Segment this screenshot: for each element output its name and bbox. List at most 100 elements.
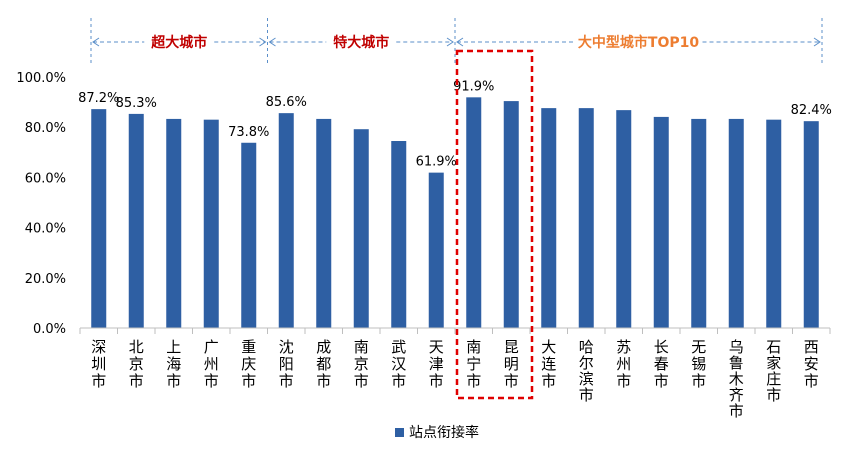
y-tick-label: 60.0%	[25, 171, 66, 186]
svg-text:市: 市	[691, 372, 706, 390]
data-label: 91.9%	[453, 79, 494, 94]
svg-text:沈: 沈	[279, 338, 294, 356]
group-brackets: 超大城市 特大城市 大中型城市TOP10	[90, 18, 823, 66]
x-axis: 深圳市北京市上海市广州市重庆市沈阳市成都市南京市武汉市天津市南宁市昆明市大连市哈…	[79, 327, 831, 420]
group-label: 特大城市	[333, 34, 389, 51]
svg-text:市: 市	[241, 372, 256, 390]
svg-text:京: 京	[129, 355, 144, 373]
svg-text:天: 天	[429, 338, 444, 356]
y-tick-label: 100.0%	[16, 71, 66, 86]
x-tick-label: 武汉市	[391, 338, 406, 390]
x-tick-label: 南宁市	[466, 338, 481, 390]
x-tick-label: 无锡市	[691, 338, 706, 390]
svg-text:深: 深	[91, 338, 106, 356]
svg-text:庄: 庄	[766, 370, 781, 388]
x-tick-label: 天津市	[429, 338, 444, 390]
data-label: 82.4%	[791, 103, 832, 118]
svg-text:宁: 宁	[466, 355, 481, 373]
svg-text:长: 长	[654, 338, 669, 356]
svg-text:圳: 圳	[91, 355, 106, 373]
arrow-right-icon	[446, 37, 454, 47]
svg-text:市: 市	[429, 372, 444, 390]
arrow-right-icon	[813, 37, 821, 47]
x-tick-label: 西安市	[804, 338, 819, 390]
svg-text:滨: 滨	[579, 370, 594, 388]
svg-text:西: 西	[804, 338, 819, 356]
bar	[353, 129, 369, 328]
x-tick-label: 长春市	[654, 338, 669, 390]
svg-text:州: 州	[616, 355, 631, 373]
group-label: 超大城市	[150, 34, 207, 51]
svg-text:明: 明	[504, 355, 519, 373]
svg-text:市: 市	[204, 372, 219, 390]
bar	[691, 118, 707, 329]
y-tick-label: 40.0%	[25, 222, 66, 237]
bar	[91, 109, 107, 329]
legend-swatch	[395, 428, 404, 437]
highlight-box	[455, 49, 534, 400]
svg-text:市: 市	[279, 372, 294, 390]
svg-text:市: 市	[654, 372, 669, 390]
svg-text:市: 市	[541, 372, 556, 390]
bar	[466, 97, 482, 329]
x-tick-label: 南京市	[354, 338, 369, 390]
x-tick-label: 苏州市	[616, 338, 631, 390]
svg-text:连: 连	[541, 355, 556, 373]
y-tick-label: 20.0%	[25, 272, 66, 287]
arrow-left-icon	[456, 37, 464, 47]
svg-text:市: 市	[316, 372, 331, 390]
svg-text:苏: 苏	[616, 338, 631, 356]
svg-text:市: 市	[729, 402, 744, 420]
arrow-right-icon	[259, 37, 267, 47]
svg-text:阳: 阳	[279, 355, 294, 373]
bar	[653, 116, 669, 328]
svg-text:市: 市	[391, 372, 406, 390]
x-tick-label: 昆明市	[504, 338, 519, 390]
y-tick-label: 0.0%	[33, 322, 66, 337]
svg-text:广: 广	[204, 338, 219, 356]
svg-text:南: 南	[466, 338, 481, 356]
bar	[128, 113, 144, 328]
svg-text:市: 市	[91, 372, 106, 390]
svg-text:重: 重	[241, 338, 256, 356]
svg-text:齐: 齐	[729, 386, 744, 404]
svg-text:市: 市	[354, 372, 369, 390]
bar	[316, 118, 332, 329]
svg-text:武: 武	[391, 338, 406, 356]
svg-text:春: 春	[654, 355, 669, 373]
svg-text:尔: 尔	[579, 354, 594, 372]
y-tick-label: 80.0%	[25, 121, 66, 136]
svg-text:庆: 庆	[241, 355, 256, 373]
legend: 站点衔接率	[395, 424, 479, 441]
data-label: 85.3%	[116, 96, 157, 111]
group-label: 大中型城市TOP10	[578, 34, 699, 51]
x-tick-label: 上海市	[166, 338, 181, 390]
bar	[203, 119, 219, 328]
svg-text:州: 州	[204, 355, 219, 373]
svg-text:昆: 昆	[504, 338, 519, 356]
svg-text:市: 市	[766, 386, 781, 404]
x-tick-label: 沈阳市	[279, 338, 294, 390]
svg-text:上: 上	[166, 338, 181, 356]
data-label: 87.2%	[78, 91, 119, 106]
bar	[541, 108, 557, 329]
data-label: 73.8%	[228, 125, 269, 140]
svg-text:市: 市	[166, 372, 181, 390]
arrow-left-icon	[92, 37, 100, 47]
svg-text:市: 市	[466, 372, 481, 390]
bar	[503, 101, 519, 328]
svg-text:石: 石	[766, 338, 781, 356]
svg-text:市: 市	[129, 372, 144, 390]
bar	[428, 172, 444, 328]
svg-text:乌: 乌	[729, 338, 744, 356]
bar	[278, 113, 294, 328]
data-labels: 87.2%85.3% 73.8% 85.6% 61.9% 91.9% 82.4%	[78, 79, 832, 169]
data-label: 61.9%	[416, 155, 457, 170]
svg-text:海: 海	[166, 355, 181, 373]
y-axis: 0.0% 20.0% 40.0% 60.0% 80.0% 100.0%	[16, 71, 66, 337]
svg-text:北: 北	[129, 338, 144, 356]
highlight-box-group	[455, 49, 534, 400]
svg-text:南: 南	[354, 338, 369, 356]
